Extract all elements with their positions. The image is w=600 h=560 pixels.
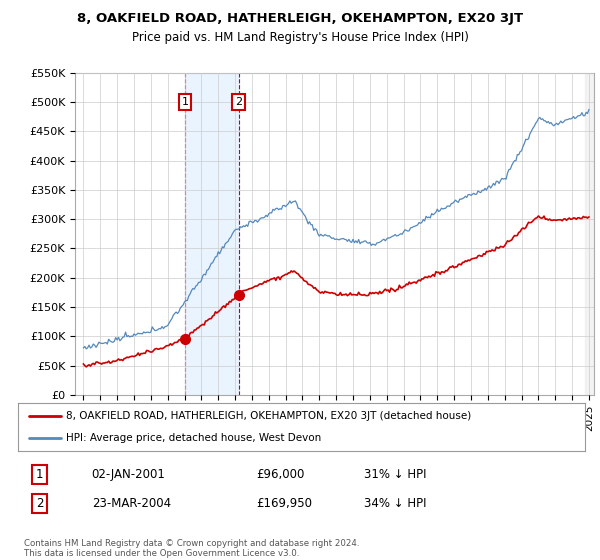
Bar bbox=[585, 73, 594, 395]
Text: 8, OAKFIELD ROAD, HATHERLEIGH, OKEHAMPTON, EX20 3JT: 8, OAKFIELD ROAD, HATHERLEIGH, OKEHAMPTO… bbox=[77, 12, 523, 25]
Text: £169,950: £169,950 bbox=[256, 497, 312, 510]
Text: 2: 2 bbox=[36, 497, 43, 510]
Text: 34% ↓ HPI: 34% ↓ HPI bbox=[364, 497, 427, 510]
Text: 1: 1 bbox=[182, 97, 189, 107]
Text: 2: 2 bbox=[235, 97, 242, 107]
Text: HPI: Average price, detached house, West Devon: HPI: Average price, detached house, West… bbox=[66, 433, 322, 443]
Bar bbox=[185, 73, 239, 395]
Text: 1: 1 bbox=[36, 468, 43, 481]
Text: £96,000: £96,000 bbox=[256, 468, 305, 481]
Text: 02-JAN-2001: 02-JAN-2001 bbox=[92, 468, 166, 481]
Text: 8, OAKFIELD ROAD, HATHERLEIGH, OKEHAMPTON, EX20 3JT (detached house): 8, OAKFIELD ROAD, HATHERLEIGH, OKEHAMPTO… bbox=[66, 411, 472, 421]
Text: Price paid vs. HM Land Registry's House Price Index (HPI): Price paid vs. HM Land Registry's House … bbox=[131, 31, 469, 44]
Text: 23-MAR-2004: 23-MAR-2004 bbox=[92, 497, 171, 510]
Text: Contains HM Land Registry data © Crown copyright and database right 2024.
This d: Contains HM Land Registry data © Crown c… bbox=[23, 539, 359, 558]
Text: 31% ↓ HPI: 31% ↓ HPI bbox=[364, 468, 427, 481]
